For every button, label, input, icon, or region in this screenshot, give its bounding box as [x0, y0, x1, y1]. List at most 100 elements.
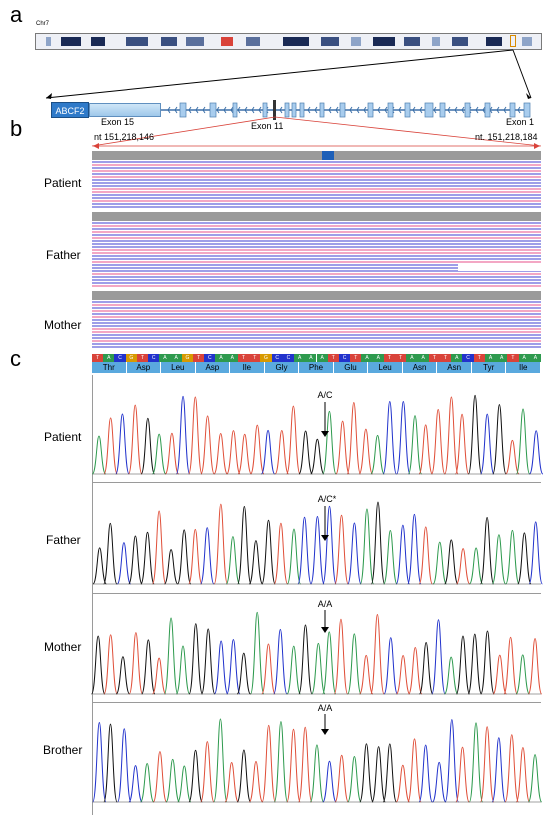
- genotype-annotation-brother: A/A: [317, 703, 333, 713]
- exon-block: [367, 102, 374, 118]
- trace-peak: [213, 718, 228, 803]
- trace-peak: [444, 719, 460, 803]
- trace-peak: [491, 737, 506, 803]
- nucleotide-cell: A: [484, 354, 497, 362]
- trace-peak: [164, 432, 180, 475]
- read-row: [92, 337, 541, 339]
- variant-arrowhead: [321, 431, 329, 437]
- variant-arrowhead: [321, 535, 329, 541]
- read-row: [92, 249, 541, 251]
- trace-peak: [140, 417, 156, 475]
- exon-blocks: [179, 100, 531, 120]
- trace-peak: [515, 408, 531, 475]
- nucleotide-cell: T: [428, 354, 440, 362]
- read-row: [92, 197, 541, 199]
- trace-peak: [432, 761, 447, 803]
- trace-peak: [115, 413, 130, 475]
- read-row: [92, 322, 541, 324]
- trace-peak: [91, 435, 107, 475]
- trace-peak: [396, 400, 411, 475]
- chromosome-label: Chr7: [36, 21, 50, 27]
- trace-peak: [505, 529, 520, 585]
- exon-block: [424, 102, 434, 118]
- read-row: [92, 255, 541, 257]
- trace-peak: [517, 532, 532, 585]
- trace-peak: [152, 751, 168, 803]
- panel-label-a: a: [10, 2, 23, 27]
- trace-peak: [358, 428, 374, 475]
- read-row: [92, 267, 541, 269]
- trace-peak: [103, 634, 118, 695]
- intron-chevron: [517, 106, 521, 114]
- read-row: [92, 182, 541, 184]
- trace-peak: [309, 744, 325, 803]
- trace-peak: [236, 652, 251, 695]
- trace-peak: [480, 630, 495, 695]
- nucleotide-cell: T: [439, 354, 452, 362]
- reads-father: [92, 222, 541, 290]
- chromatogram-axis: [92, 375, 93, 815]
- exon-block: [232, 102, 238, 118]
- read-row: [92, 285, 541, 287]
- nucleotide-cell: A: [361, 354, 373, 362]
- trace-peak: [383, 637, 398, 695]
- gene-name-box: ABCF2: [51, 102, 89, 118]
- reads-patient: [92, 161, 541, 211]
- trace-peak: [286, 728, 301, 803]
- read-row: [92, 340, 541, 342]
- intron-chevron: [230, 106, 234, 114]
- intron-chevron: [475, 106, 479, 114]
- read-row: [92, 282, 541, 284]
- nucleotide-cell: T: [507, 354, 519, 362]
- exon-block: [284, 102, 290, 118]
- nucleotide-cell: A: [170, 354, 182, 362]
- nucleotide-cell: T: [237, 354, 250, 362]
- read-gap-father: [458, 263, 542, 271]
- sample-label-patient-b: Patient: [44, 176, 82, 190]
- trace-peak: [382, 401, 397, 475]
- read-row: [92, 237, 541, 239]
- trace-peak: [92, 721, 107, 803]
- read-row: [92, 273, 541, 275]
- intron-chevron: [454, 106, 458, 114]
- trace-peak: [163, 617, 179, 695]
- amino-acid-cell: Glu: [333, 362, 369, 373]
- trace-peak: [468, 722, 484, 803]
- intron-chevron: [419, 106, 423, 114]
- intron-chevron: [496, 106, 500, 114]
- trace-peak: [92, 547, 107, 585]
- trace-peak: [322, 631, 337, 695]
- separator-3: [92, 702, 541, 703]
- intron-chevron: [398, 106, 402, 114]
- zoom-arrowhead-right: [526, 93, 531, 99]
- trace-peak: [359, 743, 374, 803]
- nucleotide-cell: G: [260, 354, 272, 362]
- trace-peak: [200, 415, 215, 475]
- gene-structure-diagram: [45, 49, 542, 149]
- zoom-red-line-right: [274, 116, 542, 147]
- panel-label-b: b: [10, 116, 23, 141]
- trace-peak: [260, 429, 276, 475]
- trace-peak: [443, 656, 459, 695]
- intron-chevron: [349, 106, 353, 114]
- variant-coverage-marker: [322, 151, 334, 160]
- read-row: [92, 316, 541, 318]
- genotype-annotation-father: A/C*: [317, 494, 337, 504]
- read-row: [92, 185, 541, 187]
- exon-block: [523, 102, 531, 118]
- trace-peak: [333, 618, 349, 695]
- read-row: [92, 240, 541, 242]
- read-row: [92, 319, 541, 321]
- trace-peak: [128, 404, 143, 475]
- exon-block: [387, 102, 394, 118]
- intron-chevron: [237, 106, 241, 114]
- read-row: [92, 258, 541, 260]
- trace-peak: [128, 632, 144, 695]
- trace-peak: [480, 413, 495, 475]
- panel-label-c: c: [10, 346, 21, 371]
- zoom-line-left: [45, 49, 514, 99]
- trace-peak: [273, 522, 289, 585]
- trace-peak: [151, 657, 167, 695]
- amino-acid-cell: Asn: [402, 362, 438, 373]
- exon-11-marker: [273, 100, 276, 120]
